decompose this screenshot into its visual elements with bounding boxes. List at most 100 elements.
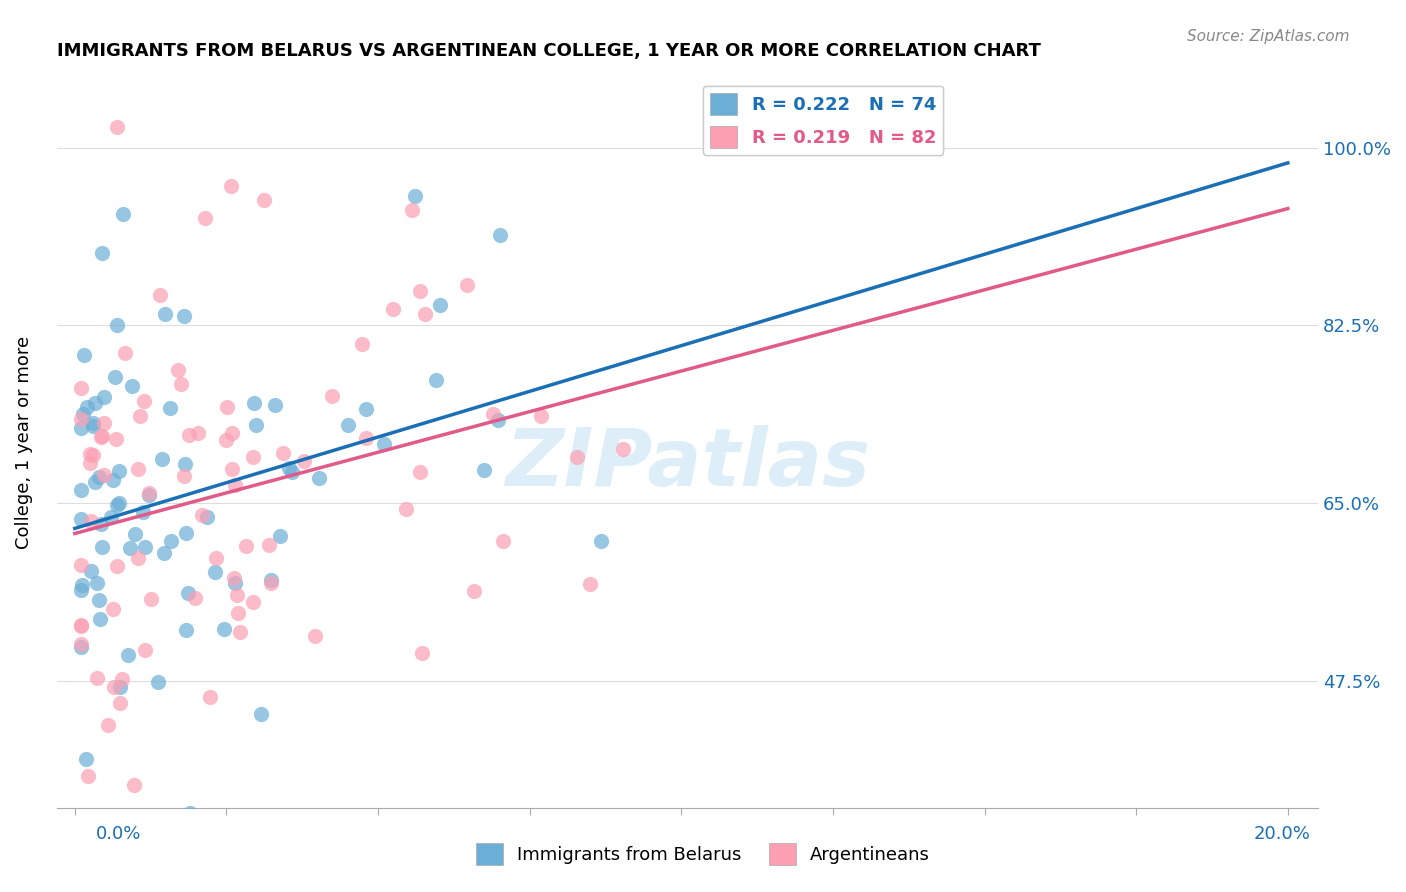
Point [257, 538, 280, 552]
Point [105, 318, 128, 333]
Point [105, 559, 128, 574]
Point [260, 573, 283, 587]
Point [179, 805, 201, 820]
Point [79, 456, 101, 470]
Point [84, 475, 107, 489]
Point [354, 431, 377, 445]
Point [134, 643, 156, 657]
Point [70, 618, 93, 632]
Point [260, 575, 283, 590]
Point [456, 278, 478, 293]
Point [425, 373, 447, 387]
Point [253, 193, 276, 207]
Point [103, 681, 125, 695]
Point [401, 202, 423, 217]
Point [104, 370, 127, 384]
Point [117, 648, 139, 662]
Point [184, 591, 207, 605]
Point [90, 429, 112, 443]
Point [70, 381, 93, 395]
Text: IMMIGRANTS FROM BELARUS VS ARGENTINEAN COLLEGE, 1 YEAR OR MORE CORRELATION CHART: IMMIGRANTS FROM BELARUS VS ARGENTINEAN C… [56, 42, 1040, 60]
Point [159, 401, 181, 416]
Point [381, 302, 404, 317]
Point [110, 673, 132, 687]
Point [86, 575, 108, 590]
Point [105, 120, 128, 135]
Point [173, 309, 195, 323]
Point [226, 588, 249, 602]
Point [222, 571, 245, 585]
Point [70, 577, 93, 591]
Point [127, 551, 149, 566]
Point [212, 622, 235, 636]
Text: ZIPatlas: ZIPatlas [505, 425, 870, 503]
Point [245, 417, 267, 432]
Point [97, 718, 120, 732]
Point [70, 483, 93, 498]
Point [242, 450, 264, 464]
Point [108, 464, 131, 478]
Point [70, 558, 93, 573]
Point [173, 469, 195, 483]
Point [219, 179, 242, 194]
Point [90, 430, 112, 444]
Text: 0.0%: 0.0% [96, 825, 141, 843]
Point [72, 408, 94, 422]
Point [174, 623, 197, 637]
Point [93, 417, 115, 431]
Point [491, 534, 513, 549]
Point [463, 584, 485, 599]
Point [308, 470, 330, 484]
Point [187, 425, 209, 440]
Point [111, 207, 134, 221]
Point [100, 509, 122, 524]
Point [139, 592, 162, 607]
Point [82, 419, 104, 434]
Y-axis label: College, 1 year or more: College, 1 year or more [15, 335, 32, 549]
Point [612, 442, 634, 457]
Point [76, 400, 98, 414]
Point [304, 629, 326, 643]
Point [132, 505, 155, 519]
Point [228, 607, 250, 621]
Point [80, 514, 103, 528]
Point [277, 461, 299, 475]
Point [105, 498, 128, 512]
Point [292, 454, 315, 468]
Point [221, 461, 243, 475]
Point [437, 851, 460, 865]
Point [567, 450, 589, 464]
Point [472, 463, 495, 477]
Point [153, 307, 176, 321]
Point [411, 647, 433, 661]
Point [150, 451, 173, 466]
Point [373, 437, 395, 451]
Point [242, 595, 264, 609]
Point [215, 400, 238, 414]
Point [89, 612, 111, 626]
Point [89, 592, 111, 607]
Point [129, 409, 152, 423]
Point [264, 399, 287, 413]
Point [191, 508, 214, 522]
Point [409, 284, 432, 298]
Point [153, 546, 176, 560]
Point [127, 462, 149, 476]
Point [321, 389, 343, 403]
Point [90, 540, 112, 554]
Point [224, 477, 246, 491]
Point [215, 433, 238, 447]
Point [70, 640, 93, 655]
Point [77, 769, 100, 783]
Point [429, 298, 451, 312]
Point [90, 516, 112, 531]
Point [103, 602, 125, 616]
Point [205, 550, 228, 565]
Point [337, 417, 360, 432]
Point [70, 636, 93, 650]
Point [530, 409, 553, 424]
Point [488, 228, 510, 243]
Point [159, 534, 181, 549]
Point [138, 486, 160, 500]
Point [174, 525, 197, 540]
